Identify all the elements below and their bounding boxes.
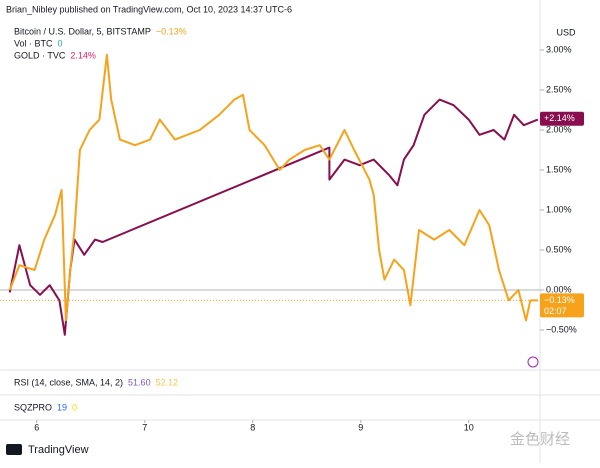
legend-change: 2.14% (70, 50, 96, 60)
alert-icon (527, 356, 539, 368)
y-tick-label: 0.00% (546, 284, 572, 294)
legend-label: Vol · BTC (14, 38, 53, 48)
y-tick-label: 2.00% (546, 124, 572, 134)
price-badge (540, 293, 584, 318)
brand: TradingView (28, 444, 89, 456)
y-tick-label: −0.50% (546, 324, 577, 334)
indicator-value: 52.12 (156, 377, 179, 387)
watermark: 金色财经 (510, 431, 570, 448)
y-tick-label: 0.50% (546, 244, 572, 254)
price-label: +2.14% (544, 113, 575, 123)
indicator-name: RSI (14, close, SMA, 14, 2) (14, 377, 123, 387)
brand-logo (6, 444, 22, 455)
indicator-value: 51.60 (128, 377, 151, 387)
y-tick-label: 2.50% (546, 84, 572, 94)
x-tick-label: 10 (464, 422, 474, 432)
legend-value: 0 (58, 38, 63, 48)
price-label: −0.13% (544, 295, 575, 305)
x-tick-label: 6 (34, 422, 39, 432)
x-tick-label: 8 (250, 422, 255, 432)
legend-change: −0.13% (156, 26, 187, 36)
price-badge (540, 111, 584, 126)
indicator-value: 19 (57, 402, 67, 412)
currency-label: USD (556, 27, 576, 37)
legend-label: GOLD · TVC (14, 50, 66, 60)
legend-label: Bitcoin / U.S. Dollar, 5, BITSTAMP (14, 26, 151, 36)
series-line (8, 98, 539, 336)
y-tick-label: 3.00% (546, 44, 572, 54)
chart-title: Brian_Nibley published on TradingView.co… (6, 4, 292, 14)
x-tick-label: 7 (142, 422, 147, 432)
series-line (8, 53, 538, 322)
plot-area (8, 53, 539, 336)
indicator-name: SQZPRO (14, 402, 52, 412)
y-tick-label: 1.00% (546, 204, 572, 214)
indicator-value: 0 (72, 402, 77, 412)
x-tick-label: 9 (358, 422, 363, 432)
countdown: 02:07 (544, 306, 567, 316)
y-tick-label: 1.50% (546, 164, 572, 174)
